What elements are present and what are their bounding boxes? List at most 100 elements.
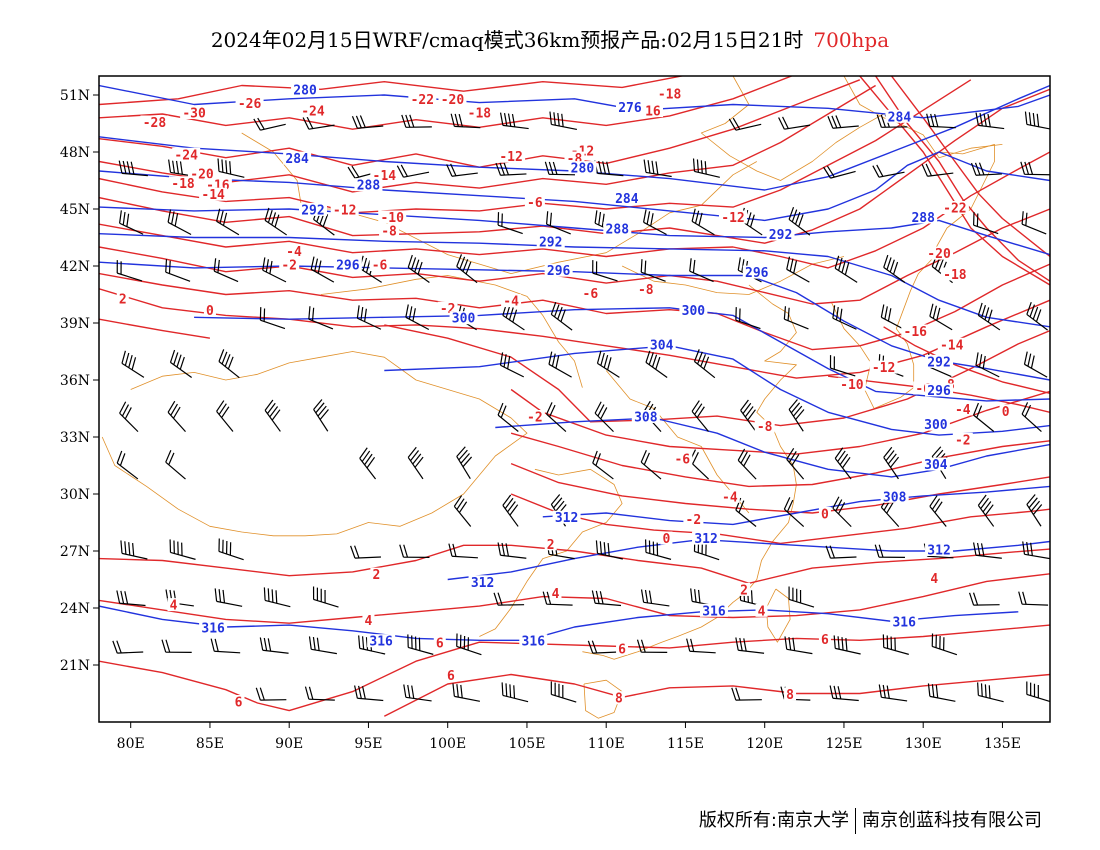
wind-barb (550, 681, 577, 703)
height-label: 284 (612, 191, 641, 207)
isotherm-line (99, 573, 1050, 624)
x-tick-label: 120E (746, 736, 783, 752)
svg-text:6: 6 (436, 637, 444, 652)
temperature-label: -6 (580, 286, 601, 302)
wind-barb (832, 305, 857, 330)
temperature-label: 6 (232, 695, 245, 711)
x-tick-label: 125E (825, 736, 862, 752)
height-label: 288 (603, 221, 632, 237)
wind-barb (403, 684, 432, 702)
isotherm-line (875, 76, 1050, 282)
temperature-label: 4 (755, 603, 768, 619)
wind-barb (308, 636, 337, 655)
wind-barb (499, 352, 525, 378)
wind-barb (452, 683, 480, 702)
wind-barb (786, 448, 805, 480)
wind-barb (737, 448, 757, 480)
svg-text:308: 308 (883, 490, 907, 505)
copyright-text: 版权所有:南京大学 (698, 810, 849, 831)
wind-barb (882, 634, 909, 655)
y-tick-label: 24N (60, 601, 90, 617)
wind-barb (833, 635, 861, 655)
temperature-label: 4 (549, 586, 562, 602)
svg-text:-4: -4 (955, 403, 971, 418)
wind-barb (636, 639, 668, 654)
svg-text:2: 2 (740, 583, 748, 598)
boundary-line (930, 144, 995, 257)
wind-barb (262, 257, 287, 283)
wind-barb (264, 399, 281, 432)
height-contour-line (447, 538, 1050, 581)
y-tick-label: 33N (60, 430, 90, 446)
isotherm-line (890, 76, 1050, 258)
wind-barb (643, 209, 667, 236)
wind-barb (975, 352, 1000, 378)
height-contour-line (99, 206, 1050, 256)
wind-barb (255, 687, 287, 701)
wind-barb (1021, 211, 1047, 235)
y-tick-label: 48N (60, 145, 90, 161)
isotherm-line (384, 324, 1050, 427)
wind-barb (112, 640, 144, 654)
wind-barb (116, 260, 143, 282)
height-label: 312 (468, 575, 497, 591)
svg-text:-12: -12 (721, 211, 744, 226)
temperature-label: -20 (438, 92, 467, 108)
height-contour-line (99, 151, 1050, 222)
isotherm-line (99, 76, 794, 130)
svg-text:2: 2 (119, 293, 127, 308)
wind-barb (778, 116, 811, 130)
wind-barb (977, 494, 995, 527)
wind-barb (165, 449, 186, 480)
svg-text:312: 312 (471, 576, 494, 591)
x-tick-label: 95E (354, 736, 382, 752)
x-tick-label: 80E (117, 736, 145, 752)
svg-text:284: 284 (285, 152, 309, 167)
wind-barb (161, 639, 192, 654)
svg-text:-18: -18 (468, 107, 492, 122)
wind-barb (116, 590, 146, 607)
temperature-label: -4 (501, 294, 522, 310)
wind-barb (883, 254, 906, 284)
svg-text:-28: -28 (143, 116, 167, 131)
height-label: 292 (925, 354, 954, 370)
temperature-label: 0 (660, 531, 673, 547)
temperature-label: -18 (169, 176, 198, 192)
temperature-label: 4 (167, 598, 180, 614)
svg-text:-12: -12 (333, 203, 356, 218)
wind-barb (825, 545, 857, 559)
svg-text:304: 304 (650, 338, 674, 353)
svg-text:-2: -2 (281, 259, 297, 274)
svg-text:0: 0 (1002, 405, 1010, 420)
svg-text:316: 316 (892, 616, 916, 631)
y-tick-label: 21N (60, 658, 90, 674)
wind-barb (972, 542, 1002, 559)
y-tick-label: 39N (60, 316, 90, 332)
height-label: 288 (354, 178, 383, 194)
svg-text:4: 4 (552, 587, 560, 602)
wind-barb (735, 307, 761, 330)
svg-text:-18: -18 (171, 177, 195, 192)
wind-barb (735, 497, 757, 527)
svg-text:296: 296 (927, 384, 951, 399)
boundary-line (582, 284, 797, 660)
wind-barb (546, 402, 567, 433)
svg-text:-12: -12 (499, 150, 522, 165)
svg-text:-6: -6 (527, 196, 543, 211)
wind-barb (167, 209, 192, 236)
x-tick-label: 100E (429, 736, 466, 752)
wind-barb (216, 400, 234, 432)
svg-text:0: 0 (821, 507, 829, 522)
wind-barb (302, 116, 335, 130)
height-contour-line (542, 485, 1050, 526)
wind-barb (210, 638, 241, 654)
svg-text:-26: -26 (238, 97, 262, 112)
wind-barb (116, 450, 139, 480)
svg-text:300: 300 (924, 418, 948, 433)
temperature-label: 4 (362, 613, 375, 629)
wind-barb (591, 590, 622, 607)
svg-text:296: 296 (745, 266, 769, 281)
svg-text:284: 284 (888, 110, 912, 125)
wind-barb (1018, 591, 1049, 606)
wind-barb (691, 208, 715, 236)
